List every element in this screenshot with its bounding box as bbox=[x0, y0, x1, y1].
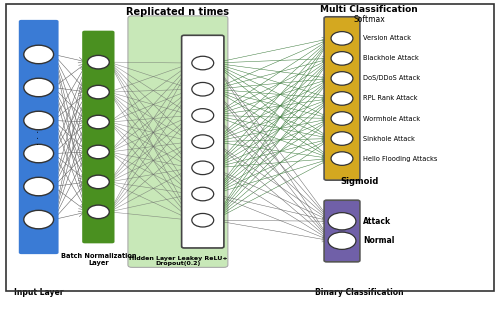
FancyBboxPatch shape bbox=[324, 200, 360, 262]
FancyBboxPatch shape bbox=[82, 31, 114, 243]
Text: Normal: Normal bbox=[364, 236, 394, 245]
Circle shape bbox=[331, 152, 353, 165]
Text: Hello Flooding Attacks: Hello Flooding Attacks bbox=[364, 156, 438, 162]
Circle shape bbox=[88, 145, 110, 159]
Text: Blackhole Attack: Blackhole Attack bbox=[364, 55, 419, 61]
FancyBboxPatch shape bbox=[324, 17, 360, 180]
Circle shape bbox=[331, 132, 353, 145]
Text: Input Layer: Input Layer bbox=[14, 288, 64, 297]
Circle shape bbox=[24, 177, 54, 196]
Circle shape bbox=[331, 32, 353, 45]
Circle shape bbox=[192, 56, 214, 70]
Text: Softmax: Softmax bbox=[354, 15, 385, 24]
FancyBboxPatch shape bbox=[19, 20, 59, 254]
Text: Attack: Attack bbox=[364, 217, 392, 226]
Circle shape bbox=[88, 175, 110, 189]
Circle shape bbox=[192, 187, 214, 201]
Circle shape bbox=[24, 78, 54, 97]
FancyBboxPatch shape bbox=[128, 16, 228, 267]
Circle shape bbox=[331, 52, 353, 65]
Circle shape bbox=[24, 144, 54, 163]
Circle shape bbox=[88, 55, 110, 69]
Circle shape bbox=[24, 45, 54, 64]
Text: Batch Normalization
Layer: Batch Normalization Layer bbox=[60, 253, 136, 267]
Circle shape bbox=[88, 205, 110, 219]
Text: Replicated n times: Replicated n times bbox=[126, 7, 230, 17]
Circle shape bbox=[328, 213, 356, 230]
Text: Binary Classification: Binary Classification bbox=[315, 288, 404, 297]
Text: Version Attack: Version Attack bbox=[364, 35, 412, 41]
Circle shape bbox=[24, 111, 54, 130]
Text: Multi Classification: Multi Classification bbox=[320, 5, 418, 14]
Circle shape bbox=[192, 135, 214, 148]
Circle shape bbox=[192, 82, 214, 96]
Circle shape bbox=[192, 161, 214, 174]
Text: Wormhole Attack: Wormhole Attack bbox=[364, 115, 420, 122]
Circle shape bbox=[328, 232, 356, 249]
Text: RPL Rank Attack: RPL Rank Attack bbox=[364, 95, 418, 101]
Circle shape bbox=[24, 210, 54, 229]
Circle shape bbox=[331, 72, 353, 85]
Circle shape bbox=[192, 109, 214, 122]
Text: Sinkhole Attack: Sinkhole Attack bbox=[364, 136, 415, 142]
Circle shape bbox=[88, 85, 110, 99]
FancyBboxPatch shape bbox=[182, 35, 224, 248]
Circle shape bbox=[331, 92, 353, 105]
Text: Hidden Layer Leakey ReLU+
Dropout(0.2): Hidden Layer Leakey ReLU+ Dropout(0.2) bbox=[128, 256, 227, 267]
Text: Sigmoid: Sigmoid bbox=[340, 177, 378, 186]
Circle shape bbox=[331, 112, 353, 125]
Text: · · ·: · · · bbox=[34, 129, 43, 145]
Text: DoS/DDoS Attack: DoS/DDoS Attack bbox=[364, 76, 420, 81]
Circle shape bbox=[192, 213, 214, 227]
Circle shape bbox=[88, 115, 110, 129]
